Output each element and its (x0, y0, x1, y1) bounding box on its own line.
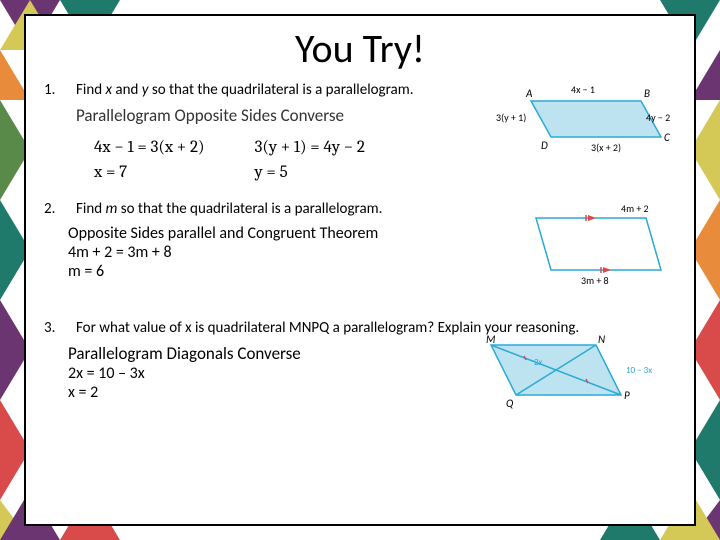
problem-3-figure: M N P Q 2x 10 − 3x (476, 333, 676, 418)
svg-text:P: P (624, 389, 630, 402)
svg-text:M: M (486, 333, 496, 346)
svg-text:3(y + 1): 3(y + 1) (496, 111, 526, 124)
problem-1-prompt: Find x and y so that the quadrilateral i… (76, 81, 413, 99)
problem-number: 3. (44, 319, 62, 337)
svg-text:10 − 3x: 10 − 3x (626, 365, 652, 376)
svg-text:C: C (664, 131, 670, 144)
svg-text:A: A (525, 87, 533, 100)
slide-content: You Try! 1. Find x and y so that the qua… (24, 14, 696, 526)
svg-text:4x − 1: 4x − 1 (571, 83, 595, 96)
problem-2-prompt: Find m so that the quadrilateral is a pa… (76, 200, 382, 218)
svg-text:Q: Q (506, 397, 514, 410)
problem-1-figure: A B C D 4x − 1 3(y + 1) 4y − 2 3(x + 2) (496, 79, 676, 164)
svg-text:2x: 2x (534, 357, 543, 368)
svg-text:N: N (598, 333, 605, 346)
svg-text:B: B (644, 87, 650, 100)
slide-title: You Try! (44, 24, 676, 73)
problem-number: 1. (44, 81, 62, 99)
problem-2-figure: 4m + 2 3m + 8 (506, 200, 676, 295)
problem-3: 3. For what value of x is quadrilateral … (44, 319, 676, 429)
problem-1: 1. Find x and y so that the quadrilatera… (44, 81, 676, 196)
svg-text:3(x + 2): 3(x + 2) (591, 141, 621, 154)
svg-text:4m + 2: 4m + 2 (621, 202, 649, 215)
svg-text:4y − 2: 4y − 2 (646, 111, 670, 124)
svg-text:3m + 8: 3m + 8 (581, 274, 609, 287)
problem-number: 2. (44, 200, 62, 218)
svg-text:D: D (541, 139, 548, 152)
problem-2: 2. Find m so that the quadrilateral is a… (44, 200, 676, 315)
